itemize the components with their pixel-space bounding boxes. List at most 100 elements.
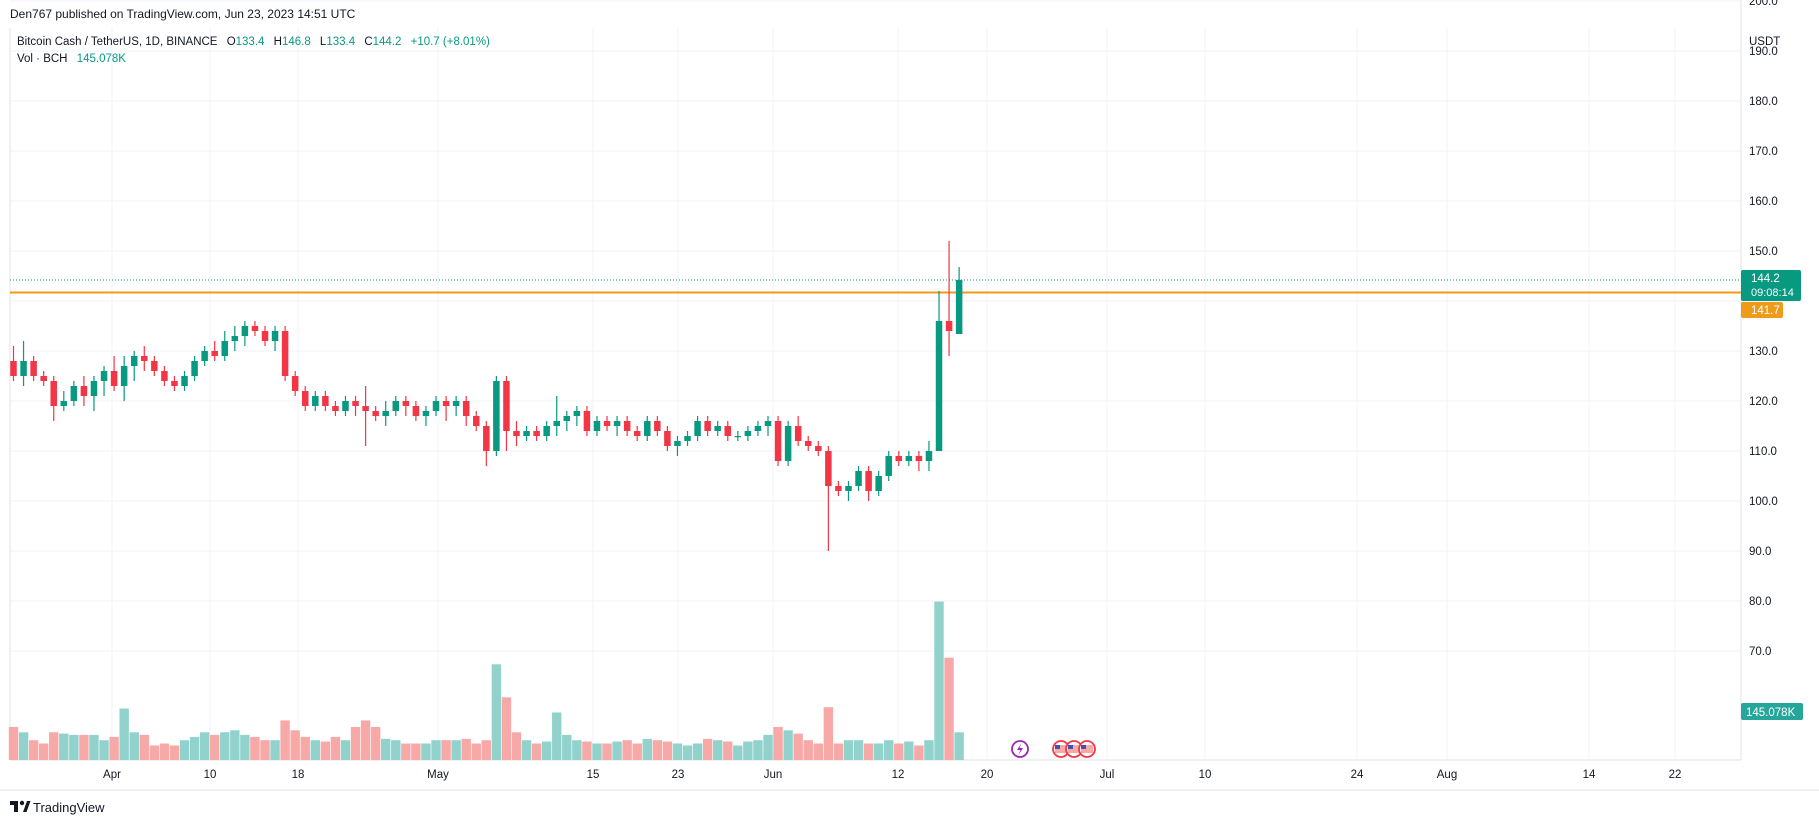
volume-bar [803,740,813,760]
price-tick-label: 70.0 [1749,646,1771,658]
date-tick-label: 20 [981,769,994,781]
candle [201,346,208,366]
us-flag-icon[interactable] [1065,740,1083,758]
candle [151,356,158,376]
date-tick-label: Jun [764,769,783,781]
volume-bar [391,740,401,760]
candle [90,376,98,411]
volume-bar [863,743,874,760]
volume-bar [360,720,371,760]
volume-bar [18,732,29,760]
candle [674,436,681,456]
volume-bar [300,736,310,760]
event-markers[interactable] [1011,740,1096,758]
candle [925,441,933,471]
volume-bar [240,734,250,760]
level-price-value: 141.7 [1751,305,1780,317]
candle [603,416,611,431]
price-axis[interactable]: 200.0 190.0 180.0 170.0 160.0 150.0 130.0 120.0… [1749,0,1778,658]
volume-bar [541,741,552,760]
candle [352,396,359,416]
volume-bar [250,736,260,760]
candle [50,376,57,421]
candle [181,371,188,391]
lightning-icon[interactable] [1011,740,1029,758]
candle [372,406,379,421]
volume-bar [471,743,481,760]
date-tick-label: 14 [1583,769,1596,781]
published-caption: Den767 published on TradingView.com, Jun… [10,7,356,21]
volume-bar [702,738,713,760]
volume-bar [28,740,39,760]
candle [553,396,560,436]
price-tick-label: 170.0 [1749,146,1778,158]
legend-change: +10.7 (+8.01%) [411,36,490,48]
price-tick-label: 110.0 [1749,446,1777,458]
level-price-badge: 141.7 [1741,302,1783,318]
candle [815,441,822,456]
volume-bar [632,743,642,760]
volume-bar [612,741,622,760]
last-price-value: 144.2 [1751,273,1780,285]
candle [664,426,671,451]
candle [130,351,138,381]
volume-bar [823,707,834,760]
candle [835,481,842,496]
price-tick-label: 90.0 [1749,546,1771,558]
volume-bar [59,733,69,760]
candle [895,451,903,466]
candle [563,411,571,431]
candle [402,396,410,416]
volume-bar [934,601,944,760]
volume-bar [290,730,300,760]
volume-bar [924,740,934,760]
price-tick-label: 100.0 [1749,496,1778,508]
candle [120,356,128,401]
candlestick-series [10,241,963,551]
volume-legend-value: 145.078K [77,53,127,65]
date-tick-label: Apr [103,769,121,781]
volume-bar [733,745,743,760]
volume-bar [853,740,864,760]
price-tick-label: 160.0 [1749,196,1778,208]
candle [804,436,812,451]
volume-bar [884,740,894,760]
volume-bar [210,734,220,760]
date-tick-label: Jul [1100,769,1115,781]
tradingview-logo-icon [10,800,31,812]
date-tick-label: 15 [587,769,600,781]
volume-bar [350,727,361,760]
volume-bar [904,741,914,760]
candle [784,421,792,466]
volume-bar [783,730,793,760]
candle [734,431,742,441]
candle [513,421,520,446]
candle [241,321,249,346]
price-tick-label: 130.0 [1749,346,1778,358]
date-axis[interactable]: Apr 10 18 May 15 23 Jun 12 20 Jul 10 24 Aug 14 22 [103,769,1681,781]
volume-bar [451,740,461,760]
candle [825,446,832,551]
candle [452,396,460,416]
volume-bar [672,743,683,760]
candle [412,401,420,421]
candle [573,406,581,426]
volume-bar [431,740,441,760]
volume-bar [642,738,652,760]
us-flag-icon[interactable] [1078,740,1096,758]
volume-bar [340,740,351,760]
volume-bar [622,740,632,760]
volume-bar [552,712,562,760]
candle [473,411,480,431]
candle [100,366,108,396]
volume-bar [411,743,421,760]
legend-open: 133.4 [236,36,265,48]
volume-bar [873,743,884,760]
candle [724,421,732,441]
volume-bar [139,734,149,760]
volume-bar [511,732,522,760]
volume-bar [562,734,572,760]
volume-bar [149,745,160,760]
candle [342,396,349,416]
